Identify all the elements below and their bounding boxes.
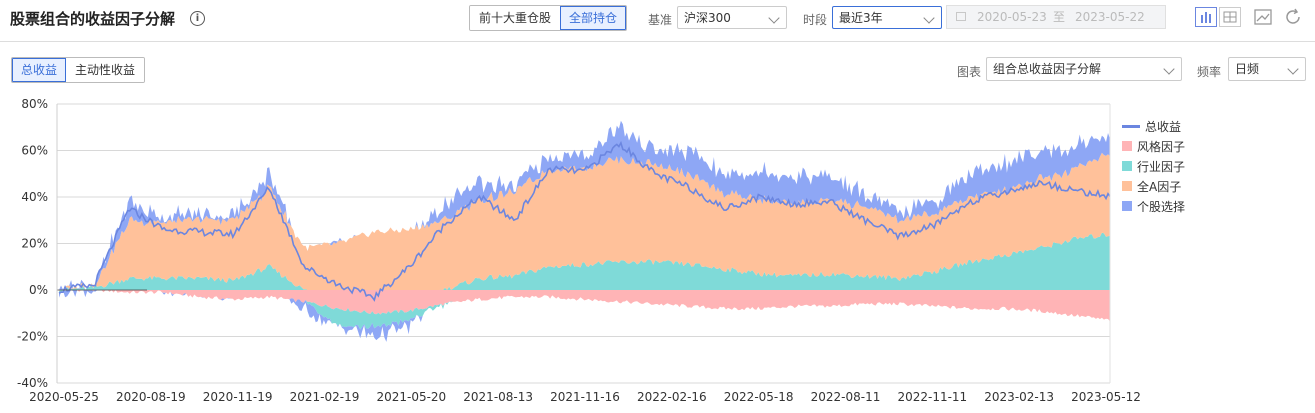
header-divider [0,41,1315,42]
y-tick-label: 0% [29,283,48,297]
legend-label: 风格因子 [1137,139,1186,154]
y-tick-label: 60% [21,144,48,158]
x-tick-label: 2023-02-13 [984,390,1054,404]
legend-swatch [1122,124,1140,128]
info-icon[interactable]: i [190,11,205,26]
tab-top10-holdings[interactable]: 前十大重仓股 [470,6,561,30]
x-tick-label: 2022-02-16 [637,390,707,404]
x-tick-label: 2021-08-13 [463,390,533,404]
legend-item-all-a[interactable]: 全A因子 [1122,176,1185,196]
x-tick-label: 2020-08-19 [116,390,186,404]
legend-item-total[interactable]: 总收益 [1122,116,1185,136]
date-start: 2020-05-23 [977,10,1047,24]
chart-axis: 80% 60% 40% 20% 0% -20% -40%2020-05-25 2020-08-… [17,97,1141,404]
x-tick-label: 2021-02-19 [290,390,360,404]
legend-swatch [1122,201,1132,211]
benchmark-label: 基准 [648,13,673,27]
x-tick-label: 2021-11-16 [550,390,620,404]
date-separator: 至 [1053,10,1066,24]
tab-total-return[interactable]: 总收益 [12,58,67,82]
export-image-icon[interactable] [1253,6,1275,28]
legend-item-style[interactable]: 风格因子 [1122,136,1185,156]
tab-active-return[interactable]: 主动性收益 [66,58,145,82]
frequency-select[interactable]: 日频 [1228,57,1306,81]
frequency-label: 频率 [1197,65,1222,79]
chart-type-select[interactable]: 组合总收益因子分解 [986,57,1182,81]
legend-item-industry[interactable]: 行业因子 [1122,156,1185,176]
chart-type-label: 图表 [957,65,982,79]
legend-swatch [1122,161,1132,171]
date-end: 2023-05-22 [1075,10,1145,24]
period-value: 最近3年 [839,11,883,25]
area-industry-factor-pos [59,232,1110,290]
tab-all-holdings[interactable]: 全部持仓 [560,6,627,30]
y-tick-label: -20% [17,330,48,344]
chart-lines [57,140,1111,302]
legend-label: 总收益 [1145,119,1182,134]
legend-label: 行业因子 [1137,159,1186,174]
bar-chart-view-icon[interactable] [1195,7,1217,27]
benchmark-select[interactable]: 沪深300 [677,6,787,29]
series-line-total-return [58,140,1111,302]
frequency-value: 日频 [1235,62,1260,76]
period-label: 时段 [803,13,828,27]
x-tick-label: 2023-05-12 [1071,390,1141,404]
y-tick-label: 80% [21,97,48,111]
chart-type-value: 组合总收益因子分解 [993,62,1102,76]
y-tick-label: 20% [21,237,48,251]
legend-label: 全A因子 [1137,179,1182,194]
legend-swatch [1122,141,1132,151]
chart-areas [59,120,1110,342]
benchmark-value: 沪深300 [684,11,731,25]
x-tick-label: 2020-11-19 [203,390,273,404]
y-tick-label: 40% [21,190,48,204]
page-title: 股票组合的收益因子分解 [10,10,176,28]
return-type-toggle: 总收益 主动性收益 [11,57,146,83]
holding-toggle: 前十大重仓股 全部持仓 [469,5,628,31]
date-range-picker[interactable]: 2020-05-23 至 2023-05-22 [946,5,1166,29]
x-tick-label: 2020-05-25 [29,390,99,404]
calendar-icon [956,12,966,21]
legend-swatch [1122,181,1132,191]
area-style-factor [59,290,1110,322]
legend-label: 个股选择 [1137,199,1186,214]
x-tick-label: 2022-05-18 [724,390,794,404]
area-all-a-factor [59,152,1110,290]
period-select[interactable]: 最近3年 [832,6,942,29]
chart-legend: 总收益 风格因子 行业因子 全A因子 个股选择 [1122,116,1185,216]
x-tick-label: 2022-11-11 [897,390,967,404]
x-tick-label: 2022-08-11 [811,390,881,404]
x-tick-label: 2021-05-20 [376,390,446,404]
legend-item-stock-selection[interactable]: 个股选择 [1122,196,1185,216]
refresh-icon[interactable] [1282,6,1304,28]
table-view-icon[interactable] [1219,7,1241,27]
y-tick-label: -40% [17,376,48,390]
